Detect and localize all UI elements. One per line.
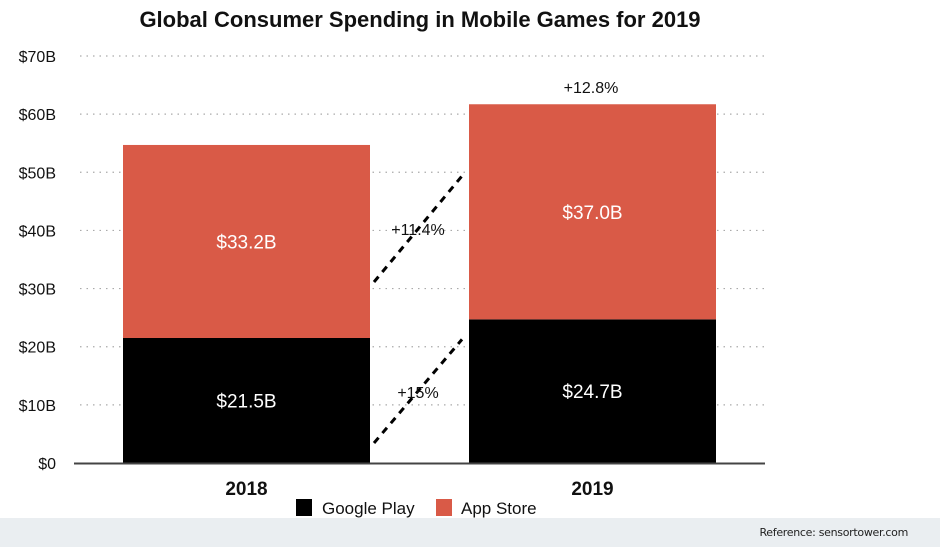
footer: Reference: sensortower.com — [0, 518, 940, 547]
legend-swatch-google-play — [296, 499, 312, 516]
y-tick-label: $0 — [38, 456, 56, 473]
chart-title: Global Consumer Spending in Mobile Games… — [139, 7, 700, 32]
y-tick-label: $70B — [19, 49, 56, 66]
annotation-google-play-growth: +15% — [397, 385, 438, 402]
data-label: $33.2B — [216, 232, 276, 253]
legend: Google Play App Store — [296, 499, 537, 518]
x-tick-label: 2019 — [571, 479, 613, 500]
stacked-bar-chart: Global Consumer Spending in Mobile Games… — [19, 7, 765, 518]
data-label: $37.0B — [562, 203, 622, 224]
legend-label-app-store: App Store — [461, 499, 537, 518]
legend-swatch-app-store — [436, 499, 452, 516]
y-tick-label: $30B — [19, 282, 56, 299]
bar-app-store-2018 — [123, 144, 370, 338]
annotation-app-store-growth: +11.4% — [391, 222, 445, 239]
y-tick-label: $60B — [19, 107, 56, 124]
data-label: $24.7B — [562, 382, 622, 403]
annotation-total-growth: +12.8% — [564, 80, 619, 97]
connector-google-play — [372, 338, 464, 444]
legend-label-google-play: Google Play — [322, 499, 415, 518]
data-label: $21.5B — [216, 391, 276, 412]
y-tick-label: $50B — [19, 165, 56, 182]
bar-app-store-2019 — [469, 104, 716, 320]
connector-app-store — [372, 175, 464, 283]
bar-google-play-2019 — [469, 319, 716, 463]
y-tick-label: $20B — [19, 340, 56, 357]
x-tick-label: 2018 — [225, 479, 267, 500]
y-tick-label: $40B — [19, 223, 56, 240]
y-tick-label: $10B — [19, 398, 56, 415]
reference-text: Reference: sensortower.com — [759, 526, 908, 539]
bar-google-play-2018 — [123, 337, 370, 463]
